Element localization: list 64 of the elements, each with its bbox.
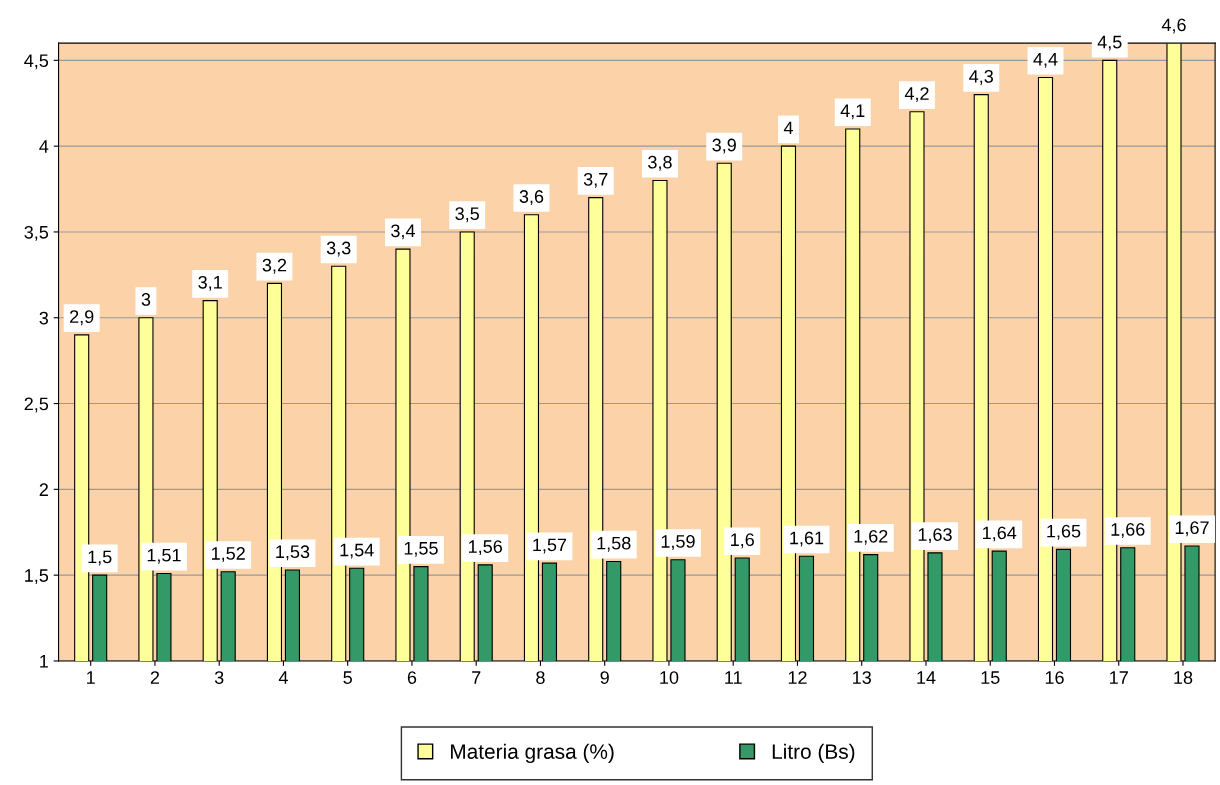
- x-tick-label: 8: [536, 671, 545, 684]
- data-label: 1,62: [854, 529, 888, 545]
- data-label: 3,1: [198, 275, 222, 291]
- data-label: 1,57: [533, 538, 567, 554]
- y-tick-label: 3,5: [24, 225, 49, 241]
- data-label: 4,5: [1097, 35, 1122, 51]
- x-tick-label: 2: [150, 671, 160, 684]
- data-label: 1,67: [1175, 521, 1209, 537]
- data-label: 4,4: [1033, 53, 1058, 68]
- data-label: 3,4: [391, 224, 415, 240]
- legend-label: Materia grasa (%): [451, 743, 614, 764]
- x-tick-label: 10: [660, 671, 679, 684]
- y-tick-label: 4,5: [24, 54, 49, 70]
- x-tick-label: 6: [407, 671, 417, 684]
- x-tick-label: 13: [853, 671, 871, 684]
- x-tick-label: 12: [788, 671, 807, 684]
- data-label: 1,63: [918, 528, 952, 544]
- data-label: 1,52: [212, 547, 245, 562]
- y-tick-label: 3: [39, 311, 49, 325]
- data-label: 1,5: [88, 550, 112, 566]
- data-label: 1,64: [983, 526, 1017, 542]
- y-tick-label: 2,5: [24, 397, 49, 413]
- data-label: 1,53: [276, 545, 310, 561]
- data-label: 3,3: [326, 241, 351, 257]
- y-tick-label: 4: [39, 140, 49, 153]
- y-tick-label: 1: [40, 655, 48, 668]
- data-label: 3,9: [712, 138, 736, 154]
- x-tick-label: 18: [1174, 671, 1193, 684]
- data-label: 3,8: [648, 155, 672, 171]
- x-tick-label: 3: [214, 671, 224, 684]
- data-label: 3,5: [455, 207, 480, 223]
- data-label: 1,56: [469, 540, 502, 556]
- data-label: 1,6: [731, 533, 754, 549]
- x-tick-label: 5: [343, 671, 352, 684]
- y-tick-label: 2: [39, 483, 48, 496]
- x-tick-label: 14: [917, 671, 936, 684]
- data-label: 1,66: [1111, 523, 1145, 538]
- data-label: 1,61: [790, 531, 824, 547]
- data-label: 4,3: [969, 69, 993, 85]
- data-label: 3,6: [519, 190, 544, 206]
- data-label: 1,65: [1047, 524, 1081, 540]
- data-label: 4,2: [904, 87, 929, 103]
- data-label: 4,1: [840, 104, 865, 120]
- data-label: 4: [783, 121, 793, 135]
- data-label: 3,2: [262, 258, 287, 274]
- x-tick-label: 7: [472, 671, 481, 684]
- legend-label: Litro (Bs): [772, 743, 855, 764]
- data-label: 3,7: [583, 172, 608, 188]
- data-label: 4,6: [1161, 18, 1186, 34]
- x-tick-label: 17: [1110, 671, 1128, 684]
- data-label: 3: [141, 293, 151, 306]
- data-label: 1,54: [340, 543, 374, 559]
- data-label: 1,55: [404, 542, 438, 557]
- x-tick-label: 4: [278, 671, 288, 684]
- x-tick-label: 1: [87, 671, 95, 684]
- data-label: 1,59: [661, 535, 695, 550]
- x-tick-label: 9: [600, 671, 609, 684]
- data-label: 1,51: [147, 548, 181, 564]
- y-tick-label: 1,5: [25, 569, 49, 585]
- data-label: 1,58: [597, 536, 631, 552]
- data-label: 2,9: [70, 310, 94, 326]
- x-tick-label: 16: [1045, 671, 1064, 684]
- x-tick-label: 11: [725, 671, 742, 684]
- x-tick-label: 15: [981, 671, 1000, 684]
